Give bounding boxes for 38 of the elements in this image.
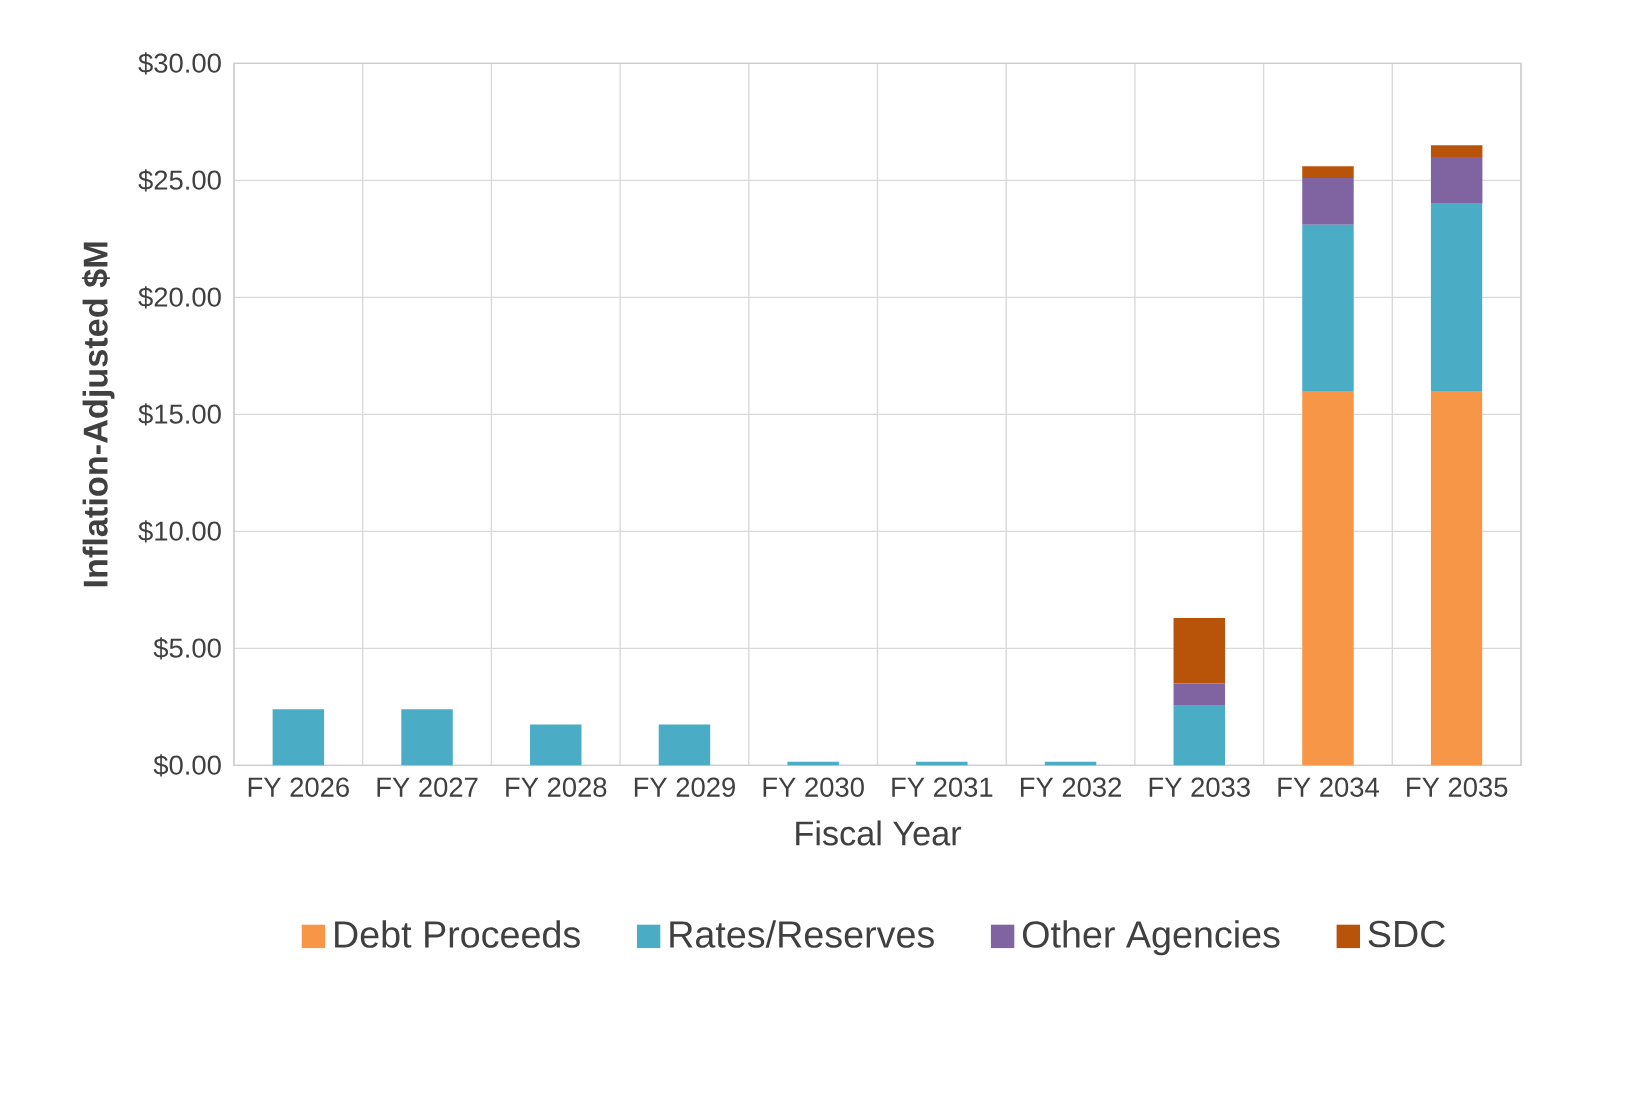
bar (1173, 705, 1226, 766)
y-tick-label: $0.00 (153, 754, 221, 777)
y-axis-title: Inflation-Adjusted $M (81, 242, 115, 587)
bar (1430, 203, 1483, 392)
y-tick-label: $30.00 (138, 52, 221, 75)
x-tick-label: FY 2028 (506, 777, 607, 797)
bar (1430, 157, 1483, 204)
bar (401, 709, 453, 766)
bar (1173, 618, 1226, 684)
x-tick-label: FY 2026 (248, 777, 349, 797)
x-tick-label: FY 2035 (1407, 777, 1508, 797)
legend-label: Other Agencies (1022, 920, 1280, 956)
x-tick-label: FY 2027 (377, 777, 478, 797)
legend-label: Rates/Reserves (670, 920, 934, 948)
bar (1430, 145, 1483, 158)
x-tick-label: FY 2031 (892, 777, 993, 797)
x-tick-label: FY 2034 (1278, 777, 1379, 797)
bar (1430, 391, 1483, 766)
legend-label: SDC (1368, 920, 1445, 948)
bar (272, 709, 325, 766)
bar (1173, 683, 1226, 706)
x-tick-label: FY 2029 (634, 777, 735, 797)
y-tick-label: $10.00 (138, 520, 221, 543)
bar (1302, 224, 1354, 392)
y-tick-label: $25.00 (138, 169, 221, 192)
x-axis-title: Fiscal Year (796, 820, 962, 846)
y-tick-label: $20.00 (138, 286, 221, 309)
bar (530, 724, 582, 766)
y-tick-label: $15.00 (138, 403, 221, 426)
legend-label: Debt Proceeds (335, 920, 580, 948)
x-tick-label: FY 2032 (1021, 777, 1121, 797)
bar (658, 724, 711, 766)
x-tick-label: FY 2033 (1149, 777, 1250, 797)
bar (1302, 178, 1354, 225)
bar (1302, 166, 1354, 179)
x-tick-label: FY 2030 (763, 777, 864, 797)
y-tick-label: $5.00 (153, 637, 221, 660)
bar (1302, 391, 1354, 766)
